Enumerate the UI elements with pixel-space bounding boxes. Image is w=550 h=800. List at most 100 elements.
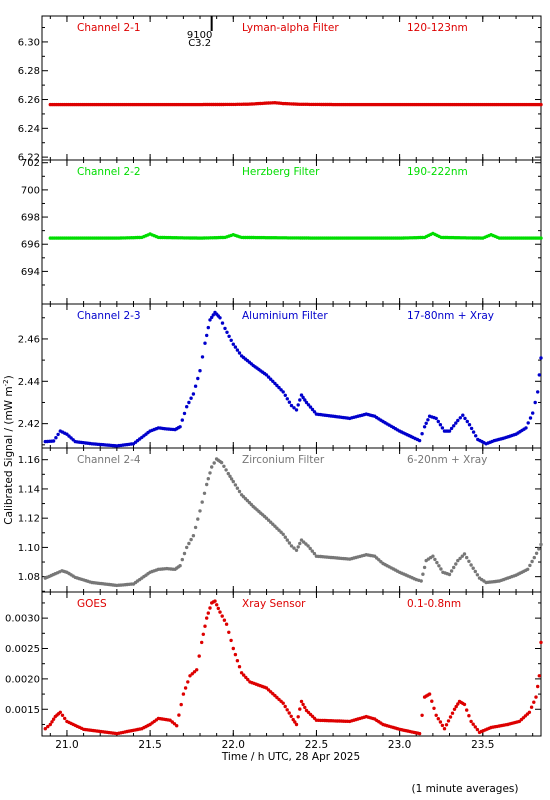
data-point (462, 552, 467, 556)
x-axis-tick-labels: 21.0 21.5 22.0 22.5 23.0 23.5 (55, 739, 494, 751)
data-point (195, 668, 199, 672)
data-point (294, 408, 299, 412)
band-label: 190-222nm (407, 166, 468, 178)
data-point (235, 659, 240, 663)
channel-label: Channel 2-3 (77, 310, 141, 322)
data-point (310, 407, 315, 412)
data-point (308, 405, 313, 409)
data-point (233, 652, 238, 657)
series-points (43, 457, 543, 588)
data-point (471, 566, 475, 570)
data-point (186, 680, 190, 684)
data-point (177, 713, 181, 717)
data-point (439, 567, 443, 571)
channel-label: Channel 2-4 (77, 454, 141, 466)
data-point (532, 555, 536, 560)
data-point (435, 560, 439, 565)
data-point (224, 468, 228, 472)
data-point (227, 334, 231, 338)
data-point (285, 708, 289, 712)
y-axis-label-sup: -2 (2, 379, 10, 386)
data-point (237, 665, 242, 669)
data-point (231, 479, 235, 484)
data-point (283, 393, 287, 397)
data-point (312, 410, 317, 414)
series-points (48, 231, 543, 240)
data-point (460, 554, 464, 558)
x-tick-label: 21.0 (55, 739, 78, 751)
data-point (308, 546, 312, 551)
series-points (43, 599, 543, 736)
channel-label: Channel 2-2 (77, 166, 141, 178)
data-point (193, 384, 198, 388)
data-point (178, 564, 182, 568)
data-point (211, 313, 215, 317)
data-point (292, 546, 296, 550)
data-point (206, 325, 210, 330)
data-point (526, 567, 530, 571)
y-tick-label: 6.26 (18, 95, 40, 106)
data-point (216, 606, 220, 611)
data-point (475, 573, 480, 577)
data-point (287, 711, 291, 715)
data-point (205, 333, 209, 338)
data-point (200, 640, 204, 645)
band-label: 6-20nm + Xray (407, 454, 487, 466)
channel-label: Channel 2-1 (77, 22, 141, 34)
data-point (424, 421, 428, 425)
data-point (242, 673, 246, 677)
data-point (223, 326, 227, 331)
data-point (246, 677, 250, 682)
data-point (447, 429, 452, 433)
y-tick-label: 1.12 (18, 514, 40, 525)
data-point (422, 565, 427, 570)
data-point (283, 535, 287, 539)
y-tick-label: 2.42 (18, 419, 40, 430)
data-point (187, 400, 191, 405)
data-point (231, 342, 235, 346)
data-point (228, 474, 232, 478)
data-point (244, 675, 248, 680)
data-point (48, 722, 52, 727)
y-tick-label: 1.16 (18, 455, 40, 466)
data-point (60, 713, 65, 717)
x-tick-label: 22.5 (305, 739, 328, 751)
data-point (178, 425, 182, 429)
data-point (419, 579, 423, 583)
data-point (444, 723, 449, 727)
data-point (201, 632, 205, 636)
y-tick-label: 6.22 (18, 153, 40, 164)
data-point (229, 477, 234, 481)
data-point (304, 542, 308, 546)
data-point (224, 622, 229, 626)
data-point (417, 731, 422, 736)
data-point (526, 421, 530, 425)
data-point (474, 434, 478, 438)
y-tick-label: 1.14 (18, 484, 40, 495)
data-point (452, 424, 456, 428)
data-point (430, 699, 434, 703)
y-tick-label: 1.08 (18, 572, 40, 583)
data-point (469, 426, 474, 431)
data-point (438, 720, 443, 724)
data-point (427, 692, 432, 696)
data-point (420, 713, 424, 717)
data-point (449, 426, 454, 431)
data-point (475, 727, 480, 732)
data-point (218, 316, 222, 320)
data-point (231, 646, 235, 651)
filter-label: Aluminium Filter (242, 310, 328, 322)
y-tick-label: 6.28 (18, 66, 40, 77)
data-point (191, 534, 196, 538)
data-point (527, 710, 532, 714)
data-point (212, 461, 216, 465)
y-tick-label: 1.10 (18, 543, 40, 554)
data-point (50, 720, 54, 724)
data-point (200, 355, 205, 359)
data-point (229, 638, 233, 643)
data-point (296, 403, 300, 407)
data-point (456, 558, 460, 563)
filter-label: Xray Sensor (242, 598, 306, 610)
y-tick-label: 702 (21, 158, 40, 169)
data-point (181, 692, 186, 696)
